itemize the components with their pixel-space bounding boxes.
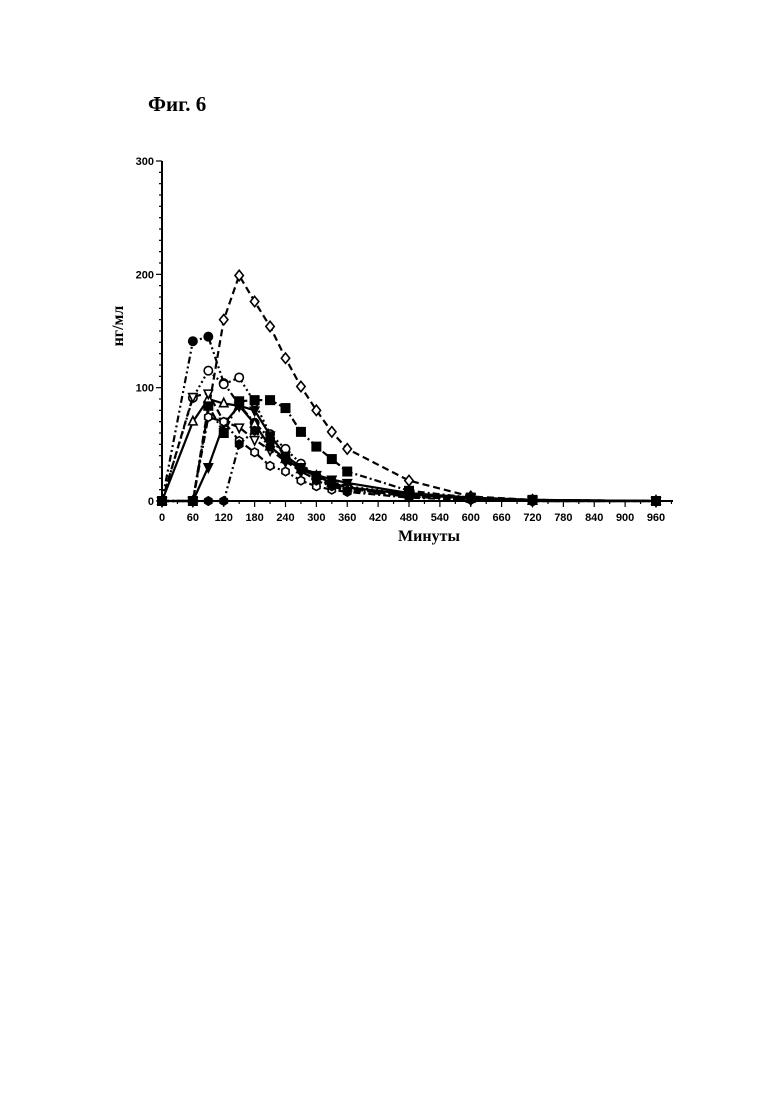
x-tick-label: 960 bbox=[647, 512, 665, 524]
series-layer bbox=[158, 270, 660, 506]
y-tick-label: 200 bbox=[136, 269, 154, 281]
x-tick-label: 660 bbox=[492, 512, 510, 524]
y-tick-label: 0 bbox=[148, 496, 154, 508]
x-tick-label: 120 bbox=[215, 512, 233, 524]
x-tick-label: 480 bbox=[400, 512, 418, 524]
data-point bbox=[189, 497, 196, 505]
data-point bbox=[204, 366, 212, 374]
data-point bbox=[328, 455, 336, 463]
data-point bbox=[204, 332, 212, 340]
y-axis-label: нг/мл bbox=[110, 306, 127, 347]
data-point bbox=[344, 487, 351, 495]
x-tick-label: 540 bbox=[431, 512, 449, 524]
data-point bbox=[266, 462, 273, 470]
data-point bbox=[312, 442, 320, 450]
data-point bbox=[220, 398, 228, 406]
data-point bbox=[282, 456, 289, 464]
data-point bbox=[343, 467, 351, 475]
data-point bbox=[220, 314, 228, 324]
x-tick-label: 420 bbox=[369, 512, 387, 524]
data-point bbox=[158, 497, 165, 505]
data-point bbox=[251, 448, 258, 456]
y-tick-label: 300 bbox=[136, 156, 154, 168]
x-tick-label: 840 bbox=[585, 512, 603, 524]
data-point bbox=[467, 495, 474, 503]
data-point bbox=[266, 442, 273, 450]
x-axis-label: Минуты bbox=[398, 528, 460, 545]
axes: 0 100 200 300 0 60 120 180 240 300 360 420 480 540 600… bbox=[136, 156, 673, 524]
line-chart: 0 100 200 300 0 60 120 180 240 300 360 420 480 540 600… bbox=[0, 0, 780, 600]
x-tick-label: 780 bbox=[554, 512, 572, 524]
data-point bbox=[235, 424, 243, 432]
data-point bbox=[250, 396, 258, 404]
data-point bbox=[297, 381, 305, 391]
data-point bbox=[205, 413, 212, 421]
data-point bbox=[405, 492, 412, 500]
data-point bbox=[313, 476, 320, 484]
x-tick-label: 240 bbox=[276, 512, 294, 524]
data-point bbox=[250, 437, 258, 445]
data-point bbox=[328, 482, 335, 490]
data-point bbox=[220, 380, 228, 388]
data-point bbox=[282, 467, 289, 475]
x-tick-label: 300 bbox=[307, 512, 325, 524]
x-tick-label: 0 bbox=[159, 512, 165, 524]
data-point bbox=[343, 444, 351, 454]
data-point bbox=[205, 497, 212, 505]
data-point bbox=[529, 496, 536, 504]
data-point bbox=[251, 427, 258, 435]
data-point bbox=[297, 466, 304, 474]
data-point bbox=[220, 497, 227, 505]
data-point bbox=[281, 404, 289, 412]
x-tick-label: 600 bbox=[462, 512, 480, 524]
y-tick-label: 100 bbox=[136, 383, 154, 395]
data-point bbox=[220, 418, 227, 426]
data-point bbox=[328, 427, 336, 437]
series-7 bbox=[158, 403, 660, 507]
data-point bbox=[235, 373, 243, 381]
series-5 bbox=[158, 394, 660, 504]
series-1 bbox=[158, 270, 660, 506]
data-point bbox=[652, 497, 659, 505]
x-tick-label: 180 bbox=[245, 512, 263, 524]
x-tick-label: 720 bbox=[523, 512, 541, 524]
x-tick-label: 360 bbox=[338, 512, 356, 524]
x-tick-label: 60 bbox=[187, 512, 199, 524]
series-9 bbox=[158, 427, 659, 506]
x-tick-label: 900 bbox=[616, 512, 634, 524]
data-point bbox=[281, 353, 289, 363]
data-point bbox=[189, 337, 197, 345]
data-point bbox=[266, 396, 274, 404]
data-point bbox=[297, 428, 305, 436]
data-point bbox=[405, 475, 413, 485]
data-point bbox=[297, 476, 304, 484]
series-line bbox=[162, 276, 656, 502]
data-point bbox=[236, 440, 243, 448]
